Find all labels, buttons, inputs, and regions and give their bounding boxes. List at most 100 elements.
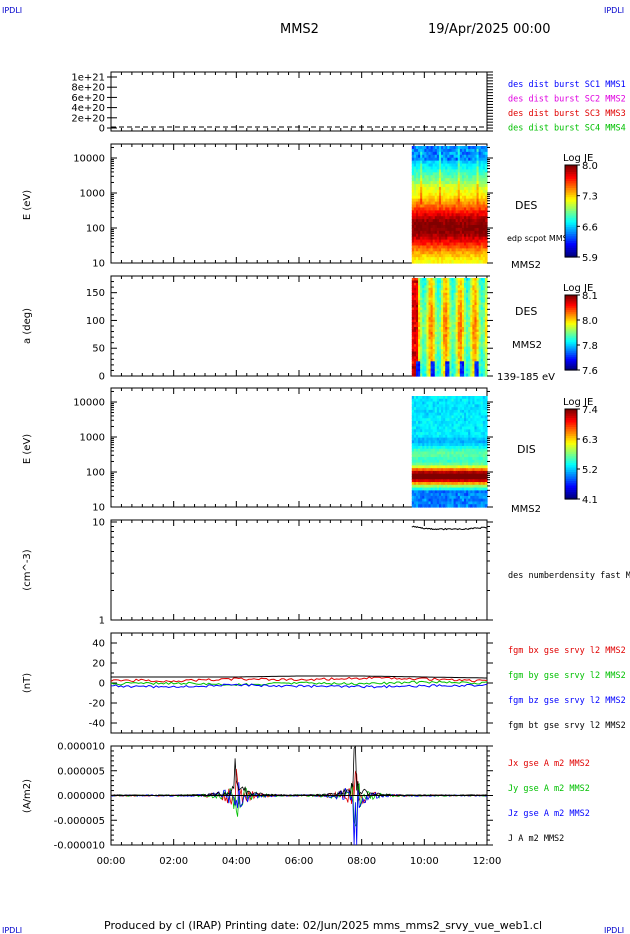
fgm-series-2 xyxy=(110,680,488,687)
dis-energy-colorbar-tick: 7.4 xyxy=(582,405,598,416)
des-energy-colorbar-tick: 8.0 xyxy=(582,161,598,172)
fgm-ytick-label: 0 xyxy=(99,679,105,690)
current-ylabel: (A/m2) xyxy=(22,779,33,813)
fgm-series-1 xyxy=(110,676,488,683)
current-series-4 xyxy=(111,745,488,797)
des-energy-ytick-label: 1000 xyxy=(80,189,105,200)
dis-energy-spacecraft: MMS2 xyxy=(511,504,541,515)
des-pitch-spectrogram xyxy=(411,278,488,377)
dis-energy-ytick-label: 100 xyxy=(86,468,105,479)
time-tick-label: 02:00 xyxy=(159,856,188,867)
fgm-series-3 xyxy=(110,683,488,689)
des-pitch-colorbar-tick: 8.1 xyxy=(582,291,598,302)
dis-energy-colorbar: Log JE7.4 6.3 5.2 4.1 xyxy=(563,397,598,506)
des-energy-label: DES xyxy=(515,199,537,212)
dis-energy-ytick-label: 1000 xyxy=(80,433,105,444)
burst-ytick-label: 8e+20 xyxy=(71,83,105,94)
des-pitch-ylabel: a (deg) xyxy=(22,308,33,344)
dis-energy-colorbar-tick: 4.1 xyxy=(582,495,598,506)
des-energy-spectrogram xyxy=(411,146,488,264)
current-ytick-label: -0.000005 xyxy=(54,816,105,827)
des-pitch-label: DES xyxy=(515,305,537,318)
current-series-3 xyxy=(110,782,488,846)
des-pitch-colorbar-tick: 8.0 xyxy=(582,316,598,327)
fgm-ytick-label: 40 xyxy=(92,639,105,650)
current-ytick-label: 0.000000 xyxy=(57,791,105,802)
fgm-series-4 xyxy=(111,675,487,679)
des-energy-ytick-label: 10000 xyxy=(73,154,105,165)
des-pitch-colorbar: Log JE8.1 8.0 7.8 7.6 xyxy=(563,283,598,377)
current-ytick-label: 0.000010 xyxy=(57,742,105,753)
panel-density-frame xyxy=(110,519,488,621)
burst-legend-1: des dist burst SC1 MMS1 xyxy=(508,80,626,90)
time-tick-label: 04:00 xyxy=(222,856,251,867)
des-pitch-ytick-label: 100 xyxy=(86,316,105,327)
des-pitch-colorbar-tick: 7.8 xyxy=(582,341,598,352)
dis-energy-spectrogram xyxy=(411,396,488,508)
time-tick-label: 12:00 xyxy=(473,856,502,867)
fgm-legend-4: fgm bt gse srvy l2 MMS2 xyxy=(508,721,626,731)
corner-label-tl: IPDLI xyxy=(2,6,22,15)
panel-des-pitch: 0 50 100 150 xyxy=(86,275,493,383)
density-legend: des numberdensity fast M xyxy=(508,571,630,581)
des-energy-sublabel: edp scpot MMS2 xyxy=(507,234,573,243)
panel-dis-energy: 10 100 1000 10000 xyxy=(73,387,493,514)
header-date: 19/Apr/2025 00:00 xyxy=(428,22,550,37)
des-pitch-ytick-label: 0 xyxy=(99,372,105,383)
burst-ytick-label: 2e+20 xyxy=(71,113,105,124)
des-energy-colorbar-tick: 6.6 xyxy=(582,222,598,233)
time-tick-label: 00:00 xyxy=(97,856,126,867)
dis-energy-ylabel: E (eV) xyxy=(22,434,33,464)
des-pitch-ytick-label: 150 xyxy=(86,288,105,299)
des-energy-colorbar-tick: 7.3 xyxy=(582,192,598,203)
burst-legend-2: des dist burst SC2 MMS2 xyxy=(508,95,626,105)
dis-energy-label: DIS xyxy=(517,443,536,456)
dis-energy-colorbar-tick: 6.3 xyxy=(582,435,598,446)
panel-burst-flags-frame xyxy=(110,71,488,132)
panel-density: 1 10 xyxy=(92,518,493,627)
density-series-line xyxy=(411,525,487,531)
fgm-legend-2: fgm by gse srvy l2 MMS2 xyxy=(508,671,626,681)
burst-ytick-label: 6e+20 xyxy=(71,93,105,104)
burst-ytick-label: 0 xyxy=(99,124,105,135)
fgm-ytick-label: 20 xyxy=(92,659,105,670)
corner-label-br: IPDLI xyxy=(604,926,624,934)
panel-fgm: -40 -20 0 20 40 xyxy=(89,632,493,734)
burst-legend-3: des dist burst SC3 MMS3 xyxy=(508,109,626,119)
des-pitch-colorbar-tick: 7.6 xyxy=(582,366,598,377)
time-tick-label: 08:00 xyxy=(347,856,376,867)
des-pitch-spacecraft: MMS2 xyxy=(512,340,542,351)
des-energy-colorbar: Log JE8.0 7.3 6.6 5.9 xyxy=(563,153,598,264)
fgm-ytick-label: -20 xyxy=(89,699,105,710)
des-energy-ylabel: E (eV) xyxy=(22,190,33,220)
density-ytick-label: 10 xyxy=(92,518,105,529)
time-tick-label: 06:00 xyxy=(285,856,314,867)
current-ytick-label: -0.000010 xyxy=(54,841,105,852)
fgm-legend-1: fgm bx gse srvy l2 MMS2 xyxy=(508,646,626,656)
corner-label-tr: IPDLI xyxy=(604,6,624,15)
dis-energy-colorbar-tick: 5.2 xyxy=(582,465,598,476)
dis-energy-ytick-label: 10000 xyxy=(73,398,105,409)
dis-energy-ytick-label: 10 xyxy=(92,503,105,514)
des-energy-colorbar-title: Log JE xyxy=(563,153,593,164)
corner-label-bl: IPDLI xyxy=(2,926,22,934)
current-legend-2: Jy gse A m2 MMS2 xyxy=(508,784,590,794)
density-ylabel: (cm^-3) xyxy=(22,549,33,590)
des-energy-ytick-label: 100 xyxy=(86,224,105,235)
panel-des-energy: 10 100 1000 10000 xyxy=(73,143,493,270)
current-legend-3: Jz gse A m2 MMS2 xyxy=(508,809,590,819)
dis-energy-colorbar-title: Log JE xyxy=(563,397,593,408)
fgm-ylabel: (nT) xyxy=(22,673,33,693)
burst-legend-4: des dist burst SC4 MMS4 xyxy=(508,124,626,134)
burst-ytick-label: 1e+21 xyxy=(71,73,105,84)
current-ytick-label: 0.000005 xyxy=(57,766,105,777)
fgm-ytick-label: -40 xyxy=(89,719,105,730)
burst-ytick-label: 4e+20 xyxy=(71,103,105,114)
des-pitch-ytick-label: 50 xyxy=(92,344,105,355)
des-pitch-colorbar-title: Log JE xyxy=(563,283,593,294)
des-pitch-energy-range: 139-185 eV xyxy=(497,372,555,383)
time-tick-label: 10:00 xyxy=(410,856,439,867)
current-series-2 xyxy=(110,783,488,827)
